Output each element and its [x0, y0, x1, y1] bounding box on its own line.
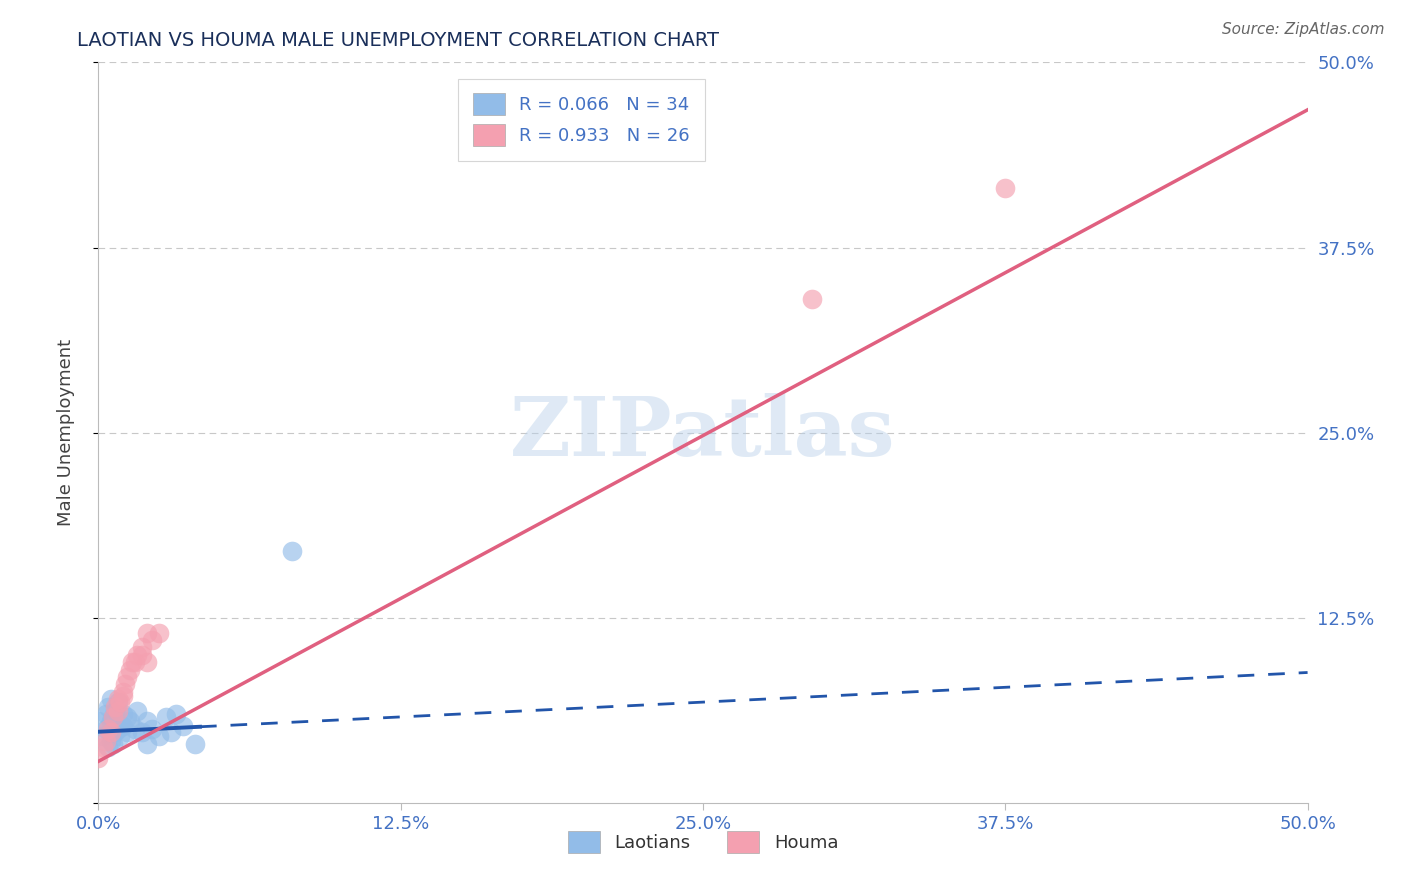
Point [100, 733, 122, 747]
Legend: Laotians, Houma: Laotians, Houma [561, 824, 845, 861]
Point [135, 625, 157, 640]
Point [127, 704, 149, 718]
Point [91, 739, 114, 754]
Point [281, 544, 304, 558]
Point [104, 704, 127, 718]
Point [108, 695, 131, 709]
Point [118, 663, 141, 677]
Point [94, 706, 117, 721]
Point [107, 704, 129, 718]
Point [100, 714, 122, 729]
Point [104, 724, 127, 739]
Point [94, 733, 117, 747]
Point [111, 689, 134, 703]
Point [117, 710, 139, 724]
Point [97, 699, 120, 714]
Point [135, 714, 157, 729]
Point [91, 729, 114, 743]
Point [141, 632, 163, 647]
Point [101, 710, 124, 724]
Point [800, 293, 823, 307]
Point [107, 722, 129, 736]
Point [87, 751, 110, 765]
Point [114, 677, 136, 691]
Point [87, 714, 110, 729]
Y-axis label: Male Unemployment: Male Unemployment [56, 339, 75, 526]
Point [94, 722, 117, 736]
Point [117, 670, 139, 684]
Point [148, 729, 170, 743]
Point [108, 729, 131, 743]
Text: LAOTIAN VS HOUMA MALE UNEMPLOYMENT CORRELATION CHART: LAOTIAN VS HOUMA MALE UNEMPLOYMENT CORRE… [77, 31, 720, 50]
Point [131, 640, 153, 655]
Point [97, 739, 120, 754]
Point [127, 648, 149, 662]
Point [155, 710, 177, 724]
Point [107, 692, 129, 706]
Point [135, 737, 157, 751]
Point [124, 722, 146, 736]
Point [101, 710, 124, 724]
Point [172, 719, 194, 733]
Text: Source: ZipAtlas.com: Source: ZipAtlas.com [1222, 22, 1385, 37]
Point [97, 722, 120, 736]
Point [107, 695, 129, 709]
Point [121, 655, 143, 669]
Point [111, 719, 134, 733]
Point [184, 737, 207, 751]
Point [104, 699, 127, 714]
Point [111, 685, 134, 699]
Point [117, 724, 139, 739]
Point [135, 655, 157, 669]
Point [100, 724, 122, 739]
Point [165, 706, 187, 721]
Point [131, 648, 153, 662]
Text: ZIPatlas: ZIPatlas [510, 392, 896, 473]
Point [101, 737, 124, 751]
Point [118, 714, 141, 729]
Point [994, 181, 1017, 195]
Point [141, 722, 163, 736]
Point [131, 724, 153, 739]
Point [124, 655, 146, 669]
Point [160, 724, 183, 739]
Point [148, 625, 170, 640]
Point [111, 706, 134, 721]
Point [100, 692, 122, 706]
